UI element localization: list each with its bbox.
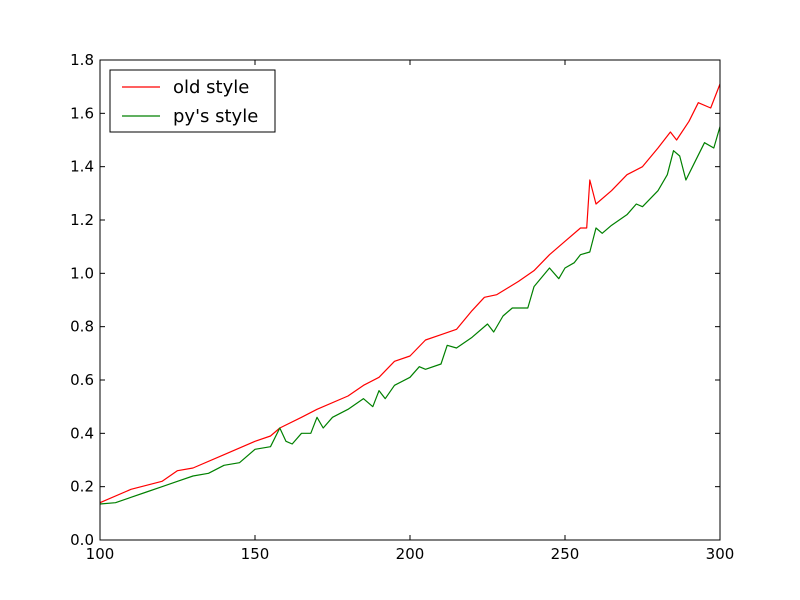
legend: old style py's style (109, 69, 276, 133)
y-tick-label: 1.6 (70, 104, 94, 122)
legend-box (109, 69, 276, 133)
y-tick-label: 0.6 (70, 371, 94, 389)
series-line-1 (99, 83, 721, 504)
x-tick-label: 100 (86, 545, 115, 563)
ticks-layer: 100 150 200 250 300 0.0 0.2 0.4 0.6 0.8 1.0 1.2 1.4 1… (70, 51, 734, 563)
x-tick-label: 250 (551, 545, 580, 563)
y-tick-label: 1.8 (70, 51, 94, 69)
x-tick-label: 150 (241, 545, 270, 563)
series-line-2 (99, 126, 721, 505)
x-tick-label: 200 (396, 545, 425, 563)
y-tick-label: 0.4 (70, 424, 94, 442)
y-tick-label: 0.0 (70, 531, 94, 549)
y-tick-label: 0.8 (70, 318, 94, 336)
series-layer (99, 83, 721, 505)
legend-label: old style (173, 77, 249, 98)
y-tick-label: 1.0 (70, 264, 94, 282)
y-tick-label: 1.4 (70, 158, 94, 176)
legend-label: py's style (173, 106, 258, 127)
x-tick-label: 300 (706, 545, 735, 563)
y-tick-label: 1.2 (70, 211, 94, 229)
y-tick-label: 0.2 (70, 478, 94, 496)
